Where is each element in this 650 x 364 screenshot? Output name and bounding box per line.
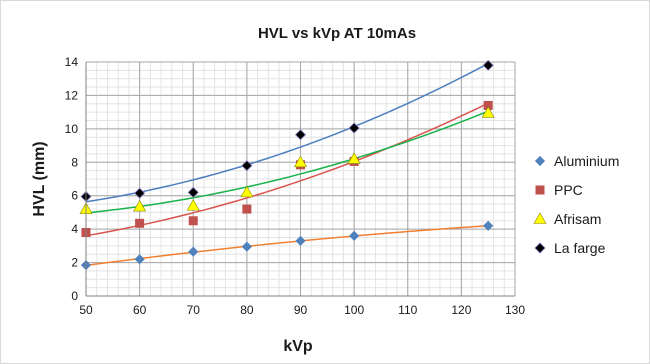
- y-tick-label: 6: [71, 189, 78, 203]
- point-aluminium: [349, 230, 360, 241]
- x-tick-label: 100: [344, 303, 364, 317]
- point-aluminium: [188, 246, 199, 257]
- point-afrisam: [186, 199, 200, 211]
- point-la-farge: [348, 122, 360, 134]
- point-la-farge: [241, 160, 253, 172]
- y-tick-label: 8: [71, 155, 78, 169]
- legend-label-afrisam: Afrisam: [554, 211, 601, 227]
- x-axis-label: kVp: [283, 338, 313, 355]
- legend-label-la-farge: La farge: [554, 240, 606, 256]
- point-afrisam: [293, 155, 308, 168]
- x-tick-label: 80: [240, 303, 254, 317]
- grid: [85, 61, 516, 297]
- y-axis-label: HVL (mm): [31, 141, 48, 216]
- legend-marker-aluminium: [534, 155, 546, 167]
- point-aluminium: [483, 220, 494, 231]
- legend-label-ppc: PPC: [554, 182, 583, 198]
- x-tick-label: 110: [398, 303, 417, 317]
- y-tick-label: 10: [65, 122, 79, 136]
- legend-marker-ppc: [535, 185, 545, 195]
- y-tick-label: 4: [71, 222, 78, 236]
- point-la-farge: [187, 186, 199, 198]
- legend-marker-la-farge: [534, 242, 546, 254]
- chart-title: HVL vs kVp AT 10mAs: [258, 25, 416, 42]
- x-tick-label: 90: [294, 303, 308, 317]
- legend-label-aluminium: Aluminium: [554, 153, 619, 169]
- data-points: [79, 59, 495, 271]
- x-tick-label: 120: [451, 303, 471, 317]
- axes: 50 60 70 80 90 100 110 120 130 0 2 4 6 8 10 12 14: [65, 55, 526, 317]
- point-aluminium: [241, 241, 252, 252]
- x-tick-label: 130: [505, 303, 525, 317]
- x-tick-label: 60: [133, 303, 147, 317]
- trendline-ppc: [85, 102, 489, 237]
- y-tick-label: 14: [65, 55, 79, 69]
- trendlines: [85, 62, 489, 267]
- point-ppc: [188, 216, 198, 226]
- x-tick-label: 50: [79, 303, 93, 317]
- legend: Aluminium PPC Afrisam La farge: [533, 153, 619, 256]
- point-aluminium: [295, 235, 306, 246]
- legend-marker-afrisam: [533, 212, 547, 224]
- y-tick-label: 12: [65, 88, 79, 102]
- y-tick-label: 0: [71, 289, 78, 303]
- point-ppc: [135, 218, 145, 228]
- point-aluminium: [134, 254, 145, 265]
- point-afrisam: [481, 106, 495, 118]
- point-ppc: [483, 100, 493, 110]
- y-tick-label: 2: [71, 256, 78, 270]
- point-afrisam: [240, 185, 254, 198]
- point-la-farge: [482, 59, 494, 71]
- point-la-farge: [134, 187, 146, 199]
- point-afrisam: [347, 152, 361, 164]
- trendline-aluminium: [85, 224, 489, 267]
- point-ppc: [242, 204, 252, 214]
- x-tick-label: 70: [187, 303, 201, 317]
- point-afrisam: [133, 199, 147, 212]
- point-la-farge: [294, 129, 307, 141]
- trendline-la-farge: [85, 62, 489, 203]
- trendline-afrisam: [85, 110, 489, 214]
